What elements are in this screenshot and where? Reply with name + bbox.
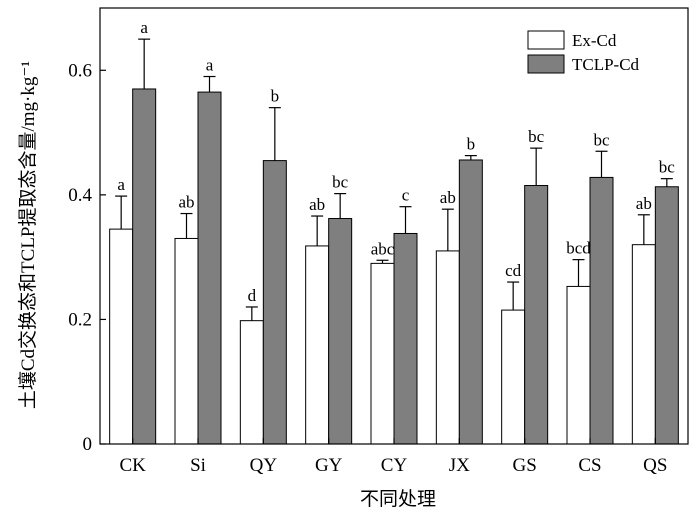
- bar-tclp-cd-cy: [393, 232, 418, 445]
- significance-label-ex-cd-qy: d: [248, 286, 257, 305]
- bar-tclp-cd-jx: [458, 159, 483, 445]
- bar-ex-cd-si: [174, 237, 199, 445]
- y-axis-title: 土壤Cd交换态和TCLP提取态含量/mg·kg⁻¹: [17, 61, 39, 410]
- significance-label-ex-cd-gy: ab: [309, 195, 325, 214]
- x-tick-label-gy: GY: [315, 455, 343, 476]
- legend-swatch-tclp-cd: [527, 54, 565, 74]
- x-tick-label-cy: CY: [381, 455, 408, 476]
- significance-label-ex-cd-cy: abc: [371, 239, 395, 258]
- bar-ex-cd-gs: [501, 309, 526, 445]
- significance-label-ex-cd-ck: a: [117, 175, 125, 194]
- x-tick-label-qy: QY: [250, 455, 278, 476]
- significance-label-ex-cd-cs: bcd: [566, 239, 591, 258]
- legend-label-ex-cd: Ex-Cd: [572, 31, 617, 50]
- bar-ex-cd-ck: [109, 228, 134, 445]
- legend: Ex-Cd TCLP-Cd: [527, 30, 640, 74]
- significance-label-tclp-cd-gs: bc: [528, 127, 545, 146]
- bar-ex-cd-gy: [305, 245, 330, 445]
- legend-label-tclp-cd: TCLP-Cd: [572, 55, 640, 74]
- bar-ex-cd-cy: [370, 262, 395, 445]
- bar-tclp-cd-cs: [589, 176, 614, 445]
- significance-label-tclp-cd-si: a: [206, 56, 214, 75]
- bar-tclp-cd-si: [197, 91, 222, 445]
- bar-ex-cd-qy: [239, 320, 264, 445]
- x-tick-label-jx: JX: [449, 455, 470, 476]
- bar-ex-cd-cs: [566, 285, 591, 445]
- y-tick-label: 0.6: [68, 60, 92, 81]
- significance-label-tclp-cd-cy: c: [402, 186, 410, 205]
- significance-label-tclp-cd-qs: bc: [659, 158, 676, 177]
- bar-tclp-cd-qs: [654, 186, 679, 445]
- significance-label-ex-cd-si: ab: [178, 193, 194, 212]
- x-tick-label-qs: QS: [643, 455, 667, 476]
- significance-label-tclp-cd-qy: b: [271, 87, 280, 106]
- y-tick-label: 0: [83, 434, 93, 455]
- significance-label-tclp-cd-jx: b: [467, 135, 476, 154]
- y-tick-label: 0.2: [68, 309, 92, 330]
- x-tick-label-gs: GS: [513, 455, 537, 476]
- bar-tclp-cd-gy: [328, 218, 353, 445]
- x-axis-title: 不同处理: [360, 488, 436, 510]
- significance-label-ex-cd-qs: ab: [636, 194, 652, 213]
- x-tick-label-si: Si: [190, 455, 206, 476]
- bar-tclp-cd-ck: [132, 88, 157, 445]
- bar-tclp-cd-gs: [524, 185, 549, 445]
- bar-tclp-cd-qy: [262, 160, 287, 445]
- x-tick-label-cs: CS: [578, 455, 601, 476]
- significance-label-tclp-cd-ck: a: [140, 18, 148, 37]
- significance-label-tclp-cd-gy: bc: [332, 173, 349, 192]
- significance-label-ex-cd-gs: cd: [505, 261, 522, 280]
- x-tick-label-ck: CK: [119, 455, 146, 476]
- significance-label-tclp-cd-cs: bc: [593, 130, 610, 149]
- y-tick-label: 0.4: [68, 185, 92, 206]
- bar-ex-cd-jx: [435, 250, 460, 445]
- bar-ex-cd-qs: [631, 244, 656, 445]
- legend-swatch-ex-cd: [527, 30, 565, 50]
- significance-label-ex-cd-jx: ab: [440, 188, 456, 207]
